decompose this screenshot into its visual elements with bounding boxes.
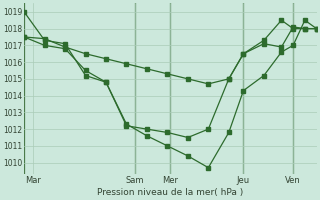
X-axis label: Pression niveau de la mer( hPa ): Pression niveau de la mer( hPa ) [97,188,244,197]
